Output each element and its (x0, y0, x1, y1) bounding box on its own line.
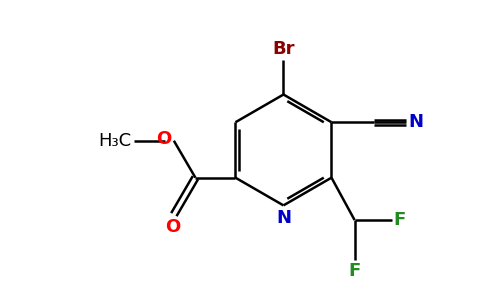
Text: F: F (394, 211, 406, 229)
Text: O: O (165, 218, 180, 236)
Text: H₃C: H₃C (98, 132, 132, 150)
Text: N: N (276, 209, 291, 227)
Text: F: F (348, 262, 361, 280)
Text: N: N (408, 113, 424, 131)
Text: O: O (156, 130, 171, 148)
Text: Br: Br (272, 40, 295, 58)
